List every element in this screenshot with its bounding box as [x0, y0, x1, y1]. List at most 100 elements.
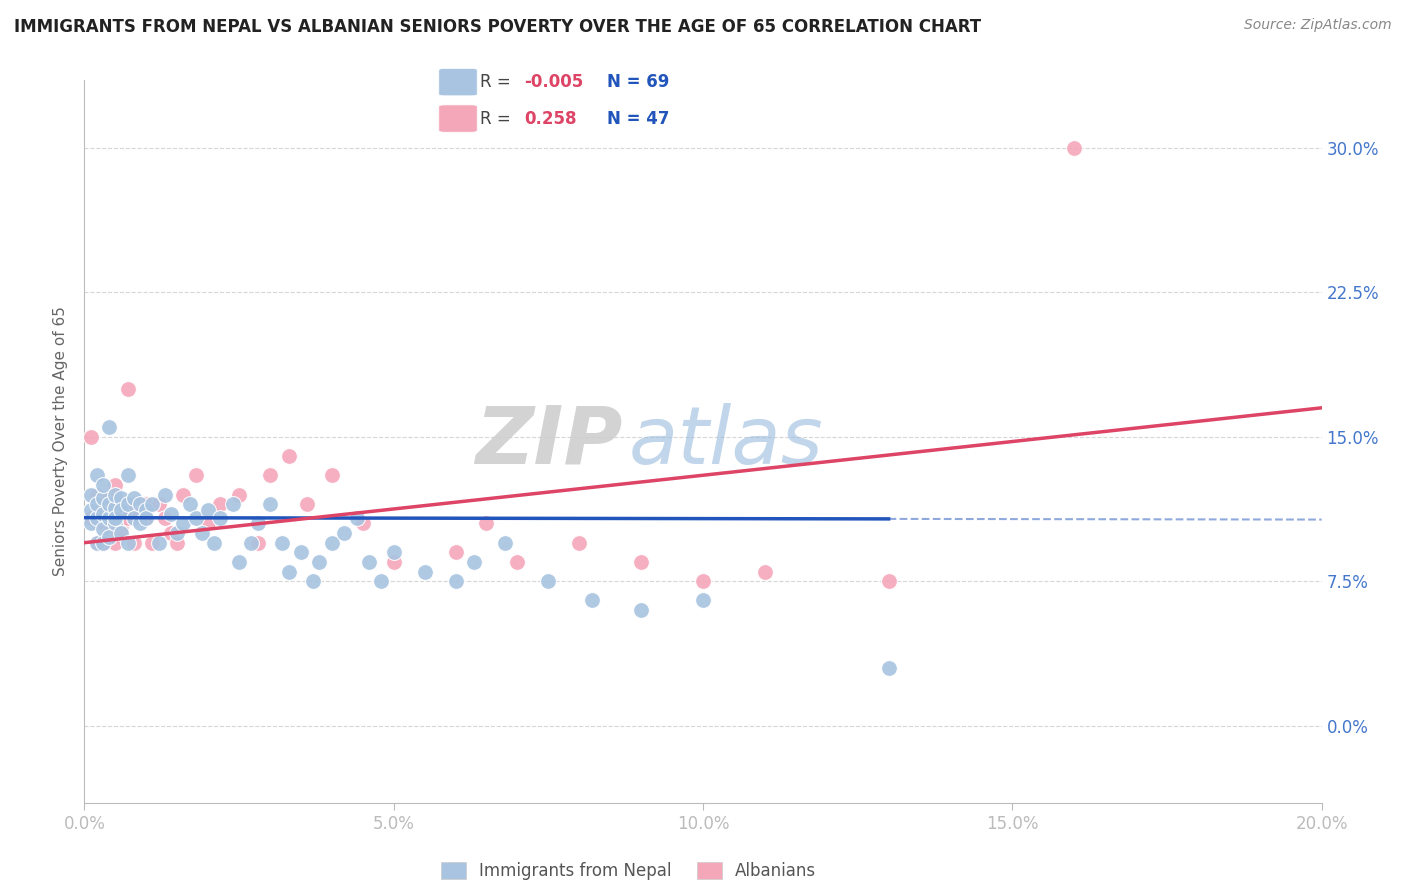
Point [160, 507, 183, 521]
Point [91, 522, 114, 536]
Point [104, 516, 127, 531]
Point [333, 526, 356, 541]
Point [98, 497, 121, 511]
Text: atlas: atlas [628, 402, 824, 481]
Point [228, 487, 250, 501]
Point [271, 535, 294, 549]
Point [148, 497, 170, 511]
Point [79, 430, 101, 444]
Point [135, 510, 157, 524]
Point [91, 478, 114, 492]
FancyBboxPatch shape [439, 105, 477, 132]
Point [86, 468, 108, 483]
Point [122, 510, 145, 524]
Point [86, 510, 108, 524]
Point [382, 545, 405, 559]
Point [277, 565, 299, 579]
Point [692, 593, 714, 607]
Point [79, 510, 101, 524]
Point [877, 661, 900, 675]
Point [86, 497, 108, 511]
Point [122, 491, 145, 506]
Point [104, 510, 127, 524]
Point [630, 555, 652, 569]
Point [86, 487, 108, 501]
Point [692, 574, 714, 589]
Point [277, 449, 299, 463]
Point [104, 510, 127, 524]
Point [79, 503, 101, 517]
Point [129, 516, 152, 531]
Point [98, 526, 121, 541]
Point [104, 501, 127, 516]
Point [110, 522, 132, 536]
Point [91, 535, 114, 549]
Text: Source: ZipAtlas.com: Source: ZipAtlas.com [1244, 18, 1392, 32]
Point [209, 510, 232, 524]
Point [153, 510, 176, 524]
Point [172, 487, 194, 501]
Point [240, 535, 263, 549]
Point [91, 535, 114, 549]
Point [197, 516, 219, 531]
Point [537, 574, 560, 589]
Point [98, 530, 121, 544]
Point [444, 574, 467, 589]
Point [259, 468, 281, 483]
Point [259, 497, 281, 511]
Text: R =: R = [481, 110, 516, 128]
Point [91, 491, 114, 506]
Point [308, 555, 330, 569]
Point [581, 593, 603, 607]
Point [117, 468, 139, 483]
Point [104, 487, 127, 501]
Point [370, 574, 392, 589]
Point [209, 497, 232, 511]
Point [141, 535, 163, 549]
Point [228, 555, 250, 569]
Point [153, 487, 176, 501]
Point [86, 535, 108, 549]
Point [413, 565, 436, 579]
Point [98, 510, 121, 524]
Point [166, 526, 188, 541]
Point [184, 468, 207, 483]
Point [444, 545, 467, 559]
Point [110, 503, 132, 517]
Point [160, 526, 183, 541]
Point [135, 497, 157, 511]
Text: IMMIGRANTS FROM NEPAL VS ALBANIAN SENIORS POVERTY OVER THE AGE OF 65 CORRELATION: IMMIGRANTS FROM NEPAL VS ALBANIAN SENIOR… [14, 18, 981, 36]
Point [246, 535, 269, 549]
Point [246, 516, 269, 531]
Point [135, 510, 157, 524]
Point [129, 497, 152, 511]
Point [98, 420, 121, 434]
Text: N = 47: N = 47 [607, 110, 669, 128]
Point [197, 503, 219, 517]
Point [91, 501, 114, 516]
Point [463, 555, 485, 569]
Point [475, 516, 498, 531]
Point [321, 468, 343, 483]
Point [321, 535, 343, 549]
Point [117, 510, 139, 524]
Point [346, 510, 368, 524]
Point [382, 555, 405, 569]
Point [352, 516, 374, 531]
Text: -0.005: -0.005 [524, 73, 583, 91]
Point [302, 574, 325, 589]
Point [295, 497, 318, 511]
Text: N = 69: N = 69 [607, 73, 669, 91]
Point [98, 491, 121, 506]
Point [129, 507, 152, 521]
FancyBboxPatch shape [439, 69, 477, 95]
Text: R =: R = [481, 73, 516, 91]
Point [148, 535, 170, 549]
Point [110, 526, 132, 541]
Point [568, 535, 591, 549]
Point [877, 574, 900, 589]
Point [184, 510, 207, 524]
Point [141, 497, 163, 511]
Point [117, 497, 139, 511]
Point [79, 487, 101, 501]
